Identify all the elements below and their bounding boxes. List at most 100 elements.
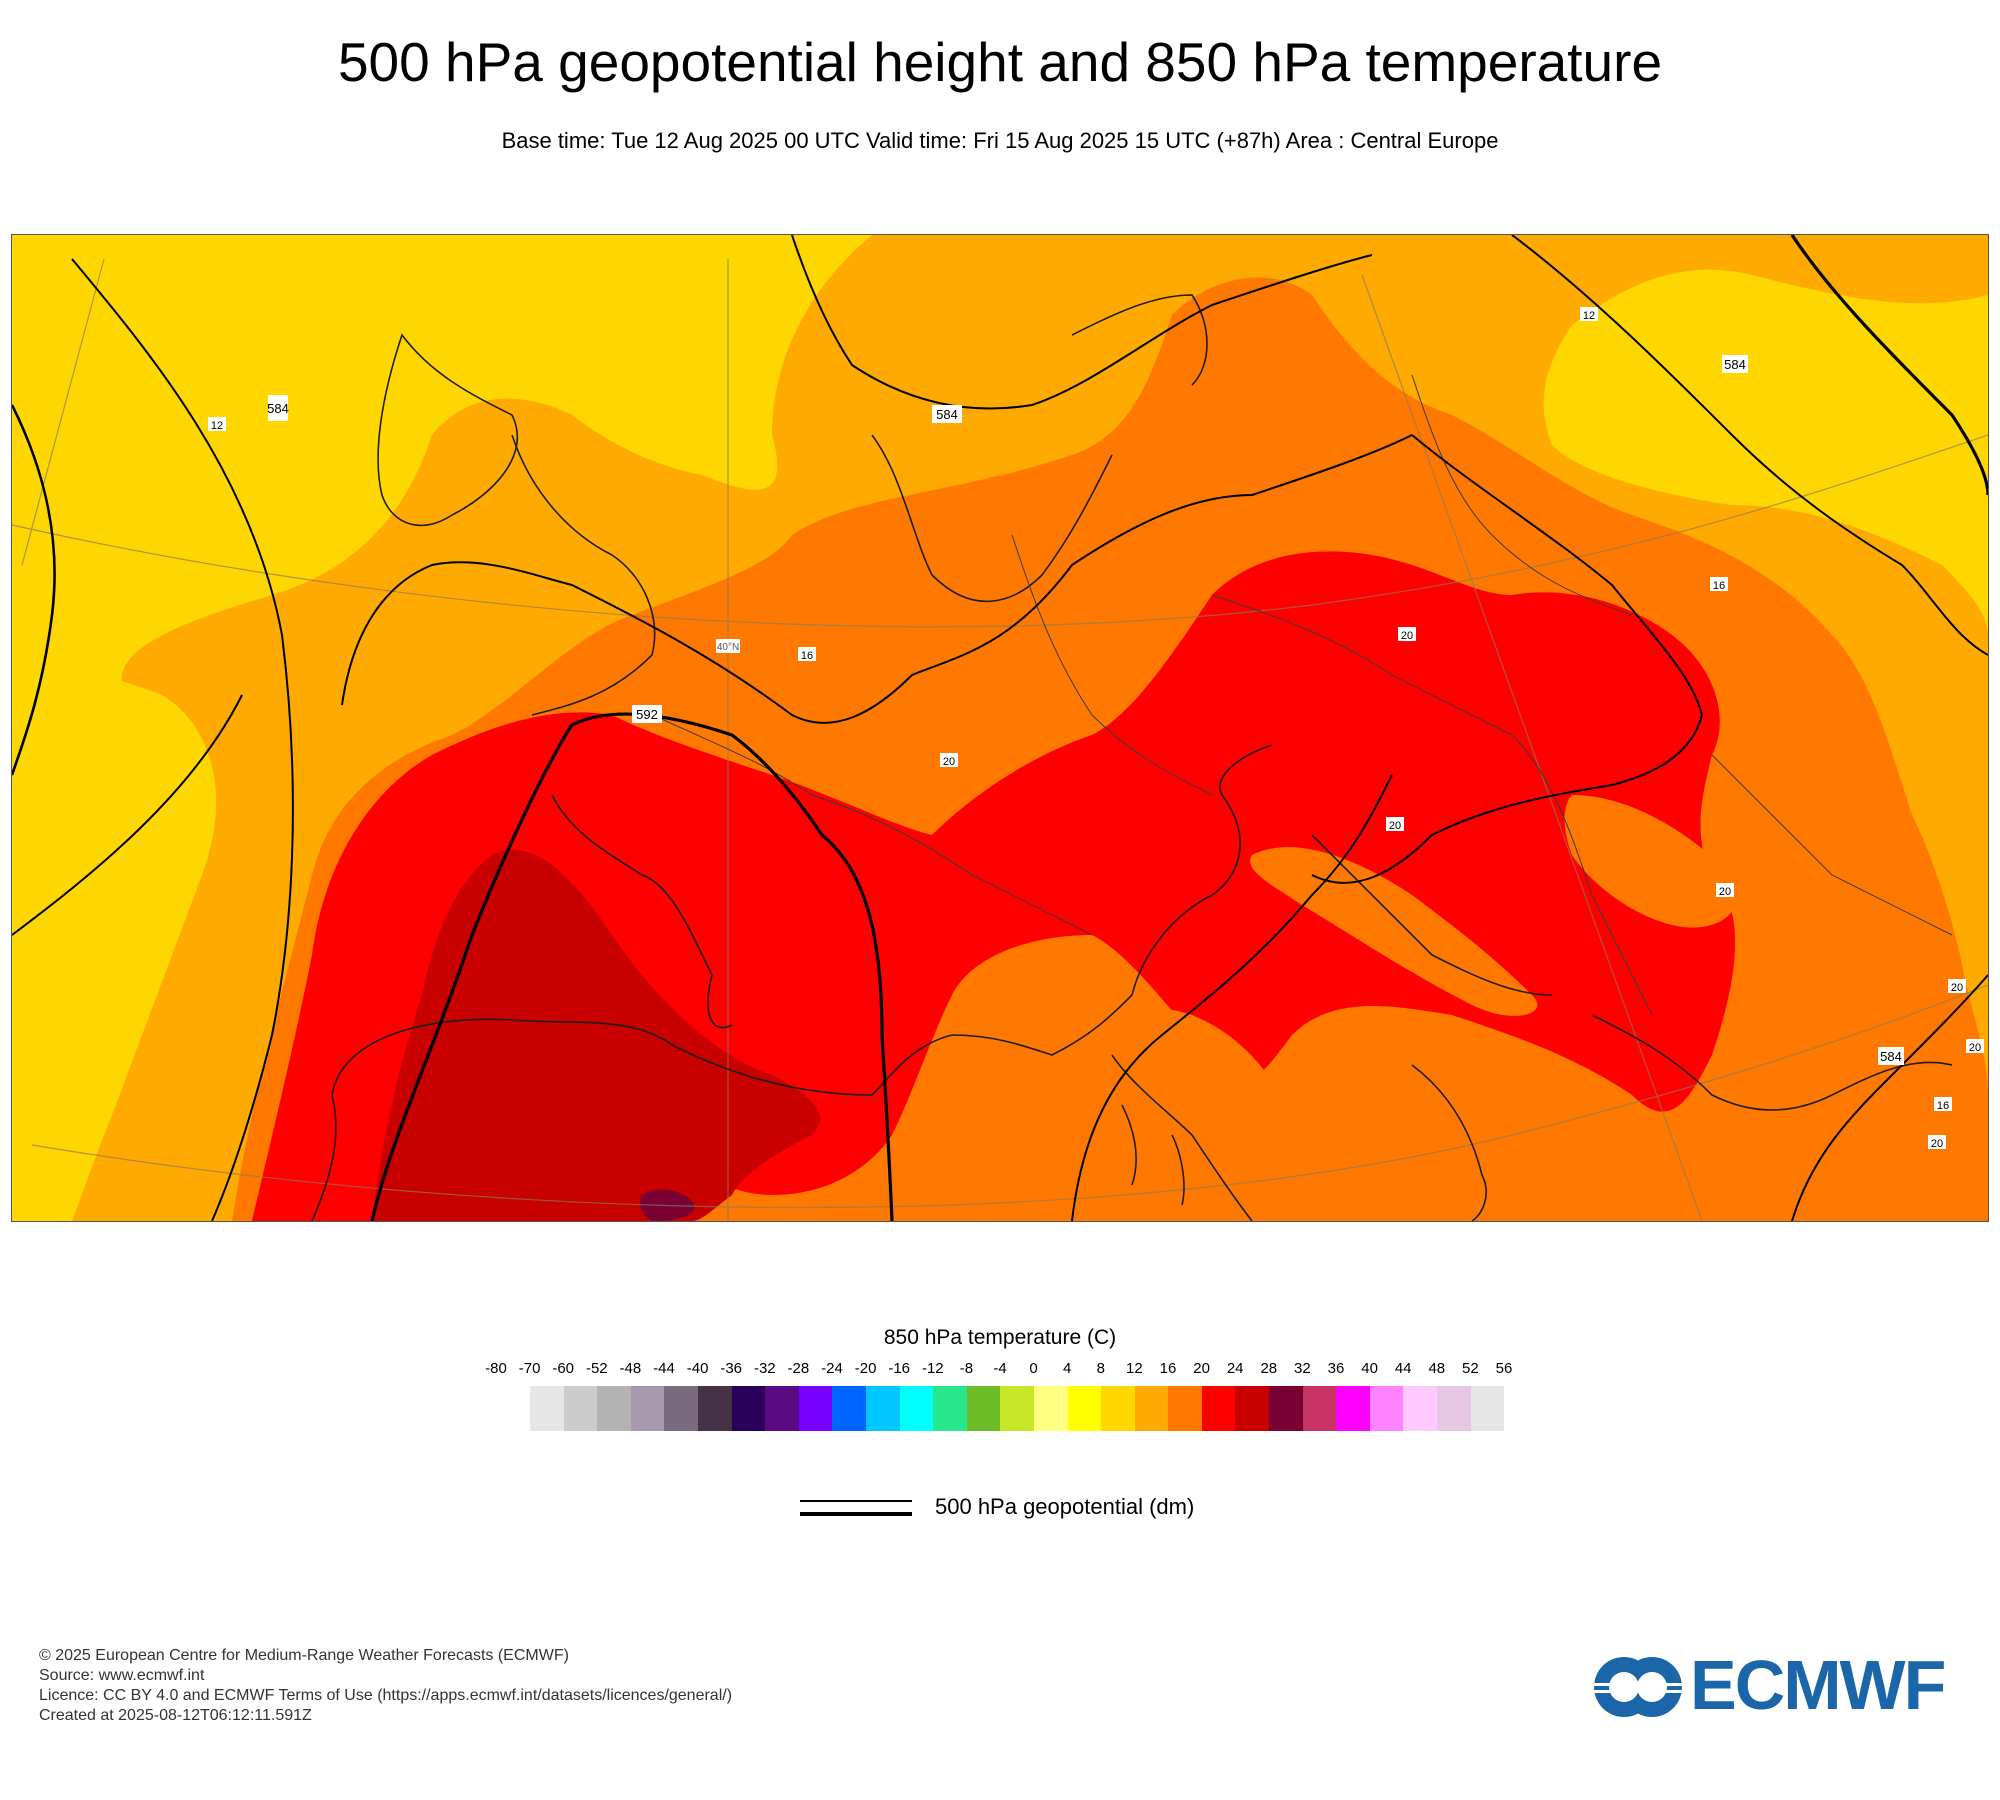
- contour-label-584-southeast: 584: [1880, 1049, 1902, 1064]
- temp-label-16-southeast: 16: [1937, 1100, 1949, 1112]
- legend-title: 850 hPa temperature (C): [883, 1326, 1117, 1349]
- legend-tick-label: 40: [1361, 1360, 1378, 1377]
- contour-label-584-north: 584: [936, 407, 958, 422]
- graticule-label-40n: 40°N: [717, 642, 739, 653]
- temp-label-20-alps: 20: [943, 756, 955, 768]
- legend-tick-label: 32: [1294, 1360, 1311, 1377]
- legend-tick-label: -8: [959, 1360, 974, 1377]
- legend-tick-label: 4: [1063, 1360, 1072, 1377]
- contour-label-584-west: 584: [267, 401, 289, 416]
- graticule: [12, 258, 1988, 1221]
- legend-swatch: [1269, 1386, 1303, 1431]
- legend-swatch: [1302, 1386, 1337, 1431]
- temp-label-20-romania: 20: [1719, 886, 1731, 898]
- legend-tick-label: -40: [686, 1360, 709, 1377]
- legend-swatch: [731, 1386, 766, 1431]
- legend-swatch: [1201, 1386, 1236, 1431]
- legend-tick-label: 36: [1327, 1360, 1345, 1377]
- temp-field-20-balkans: [1564, 795, 1738, 928]
- legend-swatch: [1470, 1386, 1505, 1431]
- legend-tick-label: -48: [619, 1360, 642, 1377]
- legend-swatch: [597, 1386, 631, 1431]
- created-line: Created at 2025-08-12T06:12:11.591Z: [39, 1707, 312, 1724]
- source-line: Source: www.ecmwf.int: [39, 1667, 205, 1684]
- legend-swatch: [832, 1386, 866, 1431]
- temp-label-20-germany: 20: [1401, 630, 1413, 642]
- legend-swatch: [1000, 1386, 1034, 1431]
- legend-swatch: [865, 1386, 900, 1431]
- legend-tick-label: 24: [1226, 1360, 1244, 1377]
- legend-swatch: [1336, 1386, 1370, 1431]
- geopotential-contours: [12, 235, 1988, 1221]
- legend-tick-label: -80: [485, 1360, 507, 1377]
- contour-legend-label: 500 hPa geopotential (dm): [935, 1494, 1195, 1519]
- copyright-line: © 2025 European Centre for Medium-Range …: [39, 1647, 569, 1664]
- legend-tick-label: -20: [854, 1360, 877, 1377]
- temp-label-16-east: 16: [1713, 580, 1725, 592]
- legend-swatch: [765, 1386, 799, 1431]
- temp-label-12-northeast: 12: [1583, 310, 1595, 322]
- temp-field-12-west: [12, 655, 217, 1221]
- legend-tick-label: -4: [993, 1360, 1007, 1377]
- legend-tick-label: 16: [1159, 1360, 1177, 1377]
- legend-tick-label: 48: [1428, 1360, 1446, 1377]
- legend-tick-label: -12: [921, 1360, 944, 1377]
- map-canvas: 584 584 592 584 584 12 12 16 16 20 20 20…: [12, 235, 1988, 1221]
- legend-tick-label: -36: [720, 1360, 743, 1377]
- legend-tick-label: 52: [1462, 1360, 1479, 1377]
- legend-tick-label: -28: [787, 1360, 810, 1377]
- temp-label-16-france: 16: [801, 650, 813, 662]
- ecmwf-logo: ECMWF: [1588, 1646, 1964, 1724]
- chart-title: 500 hPa geopotential height and 850 hPa …: [337, 31, 1663, 93]
- legend-tick-label: 28: [1260, 1360, 1278, 1377]
- legend-tick-label: -24: [821, 1360, 843, 1377]
- legend-swatch: [530, 1386, 564, 1431]
- legend-swatch: [1235, 1386, 1270, 1431]
- legend-tick-labels: -80 -70 -60 -52 -48 -44 -40 -36 -32 -28 -24 -20 -16-…: [0, 1360, 2000, 1382]
- legend-tick-label: -32: [753, 1360, 776, 1377]
- legend-swatch: [966, 1386, 1001, 1431]
- temp-label-20-turkey: 20: [1969, 1042, 1981, 1054]
- legend-tick-label: -44: [653, 1360, 675, 1377]
- legend-tick-label: 8: [1096, 1360, 1105, 1377]
- ecmwf-logo-text: ECMWF: [1690, 1646, 1946, 1724]
- legend-tick-label: -52: [585, 1360, 608, 1377]
- legend-tick-label: 56: [1495, 1360, 1513, 1377]
- legend-color-bar: [530, 1386, 1505, 1431]
- legend-tick-label: -70: [518, 1360, 541, 1377]
- legend-swatch: [664, 1386, 698, 1431]
- legend-swatch: [630, 1386, 665, 1431]
- legend-swatch: [1168, 1386, 1202, 1431]
- temp-field-20-mediterranean: [892, 1006, 1352, 1221]
- legend-tick-label: 0: [1029, 1360, 1038, 1377]
- legend-swatch: [1033, 1386, 1068, 1431]
- legend-swatch: [1067, 1386, 1102, 1431]
- legend-swatch: [563, 1386, 598, 1431]
- temp-field-28: [372, 849, 820, 1221]
- temp-label-12-west: 12: [211, 420, 223, 432]
- legend-tick-label: -16: [888, 1360, 911, 1377]
- legend-swatch: [697, 1386, 732, 1431]
- legend-swatch: [1101, 1386, 1135, 1431]
- legend-tick-label: -60: [552, 1360, 575, 1377]
- contour-labels: 584 584 592 584 584 12 12 16 16 20 20 20…: [208, 307, 1984, 1150]
- contour-label-584-east: 584: [1724, 357, 1746, 372]
- licence-line: Licence: CC BY 4.0 and ECMWF Terms of Us…: [39, 1687, 733, 1704]
- legend-swatch: [1403, 1386, 1438, 1431]
- legend-tick-label: 20: [1193, 1360, 1210, 1377]
- temp-label-20-blacksea: 20: [1951, 982, 1963, 994]
- borders: [631, 374, 1953, 1016]
- weather-map: 584 584 592 584 584 12 12 16 16 20 20 20…: [11, 234, 1989, 1222]
- legend-swatch: [1437, 1386, 1471, 1431]
- legend-tick-label: 12: [1126, 1360, 1143, 1377]
- contour-label-592: 592: [636, 707, 658, 722]
- legend-swatch: [1134, 1386, 1169, 1431]
- contour-legend-lines: [800, 1496, 912, 1526]
- legend-swatch: [933, 1386, 967, 1431]
- coastlines: [311, 294, 1953, 1221]
- legend-tick-label: 44: [1394, 1360, 1412, 1377]
- temp-label-20-southeast: 20: [1931, 1138, 1943, 1150]
- footer-credits: © 2025 European Centre for Medium-Range …: [39, 1646, 732, 1726]
- chart-subtitle: Base time: Tue 12 Aug 2025 00 UTC Valid …: [501, 128, 1499, 153]
- ecmwf-logo-mark-icon: [1588, 1657, 1688, 1717]
